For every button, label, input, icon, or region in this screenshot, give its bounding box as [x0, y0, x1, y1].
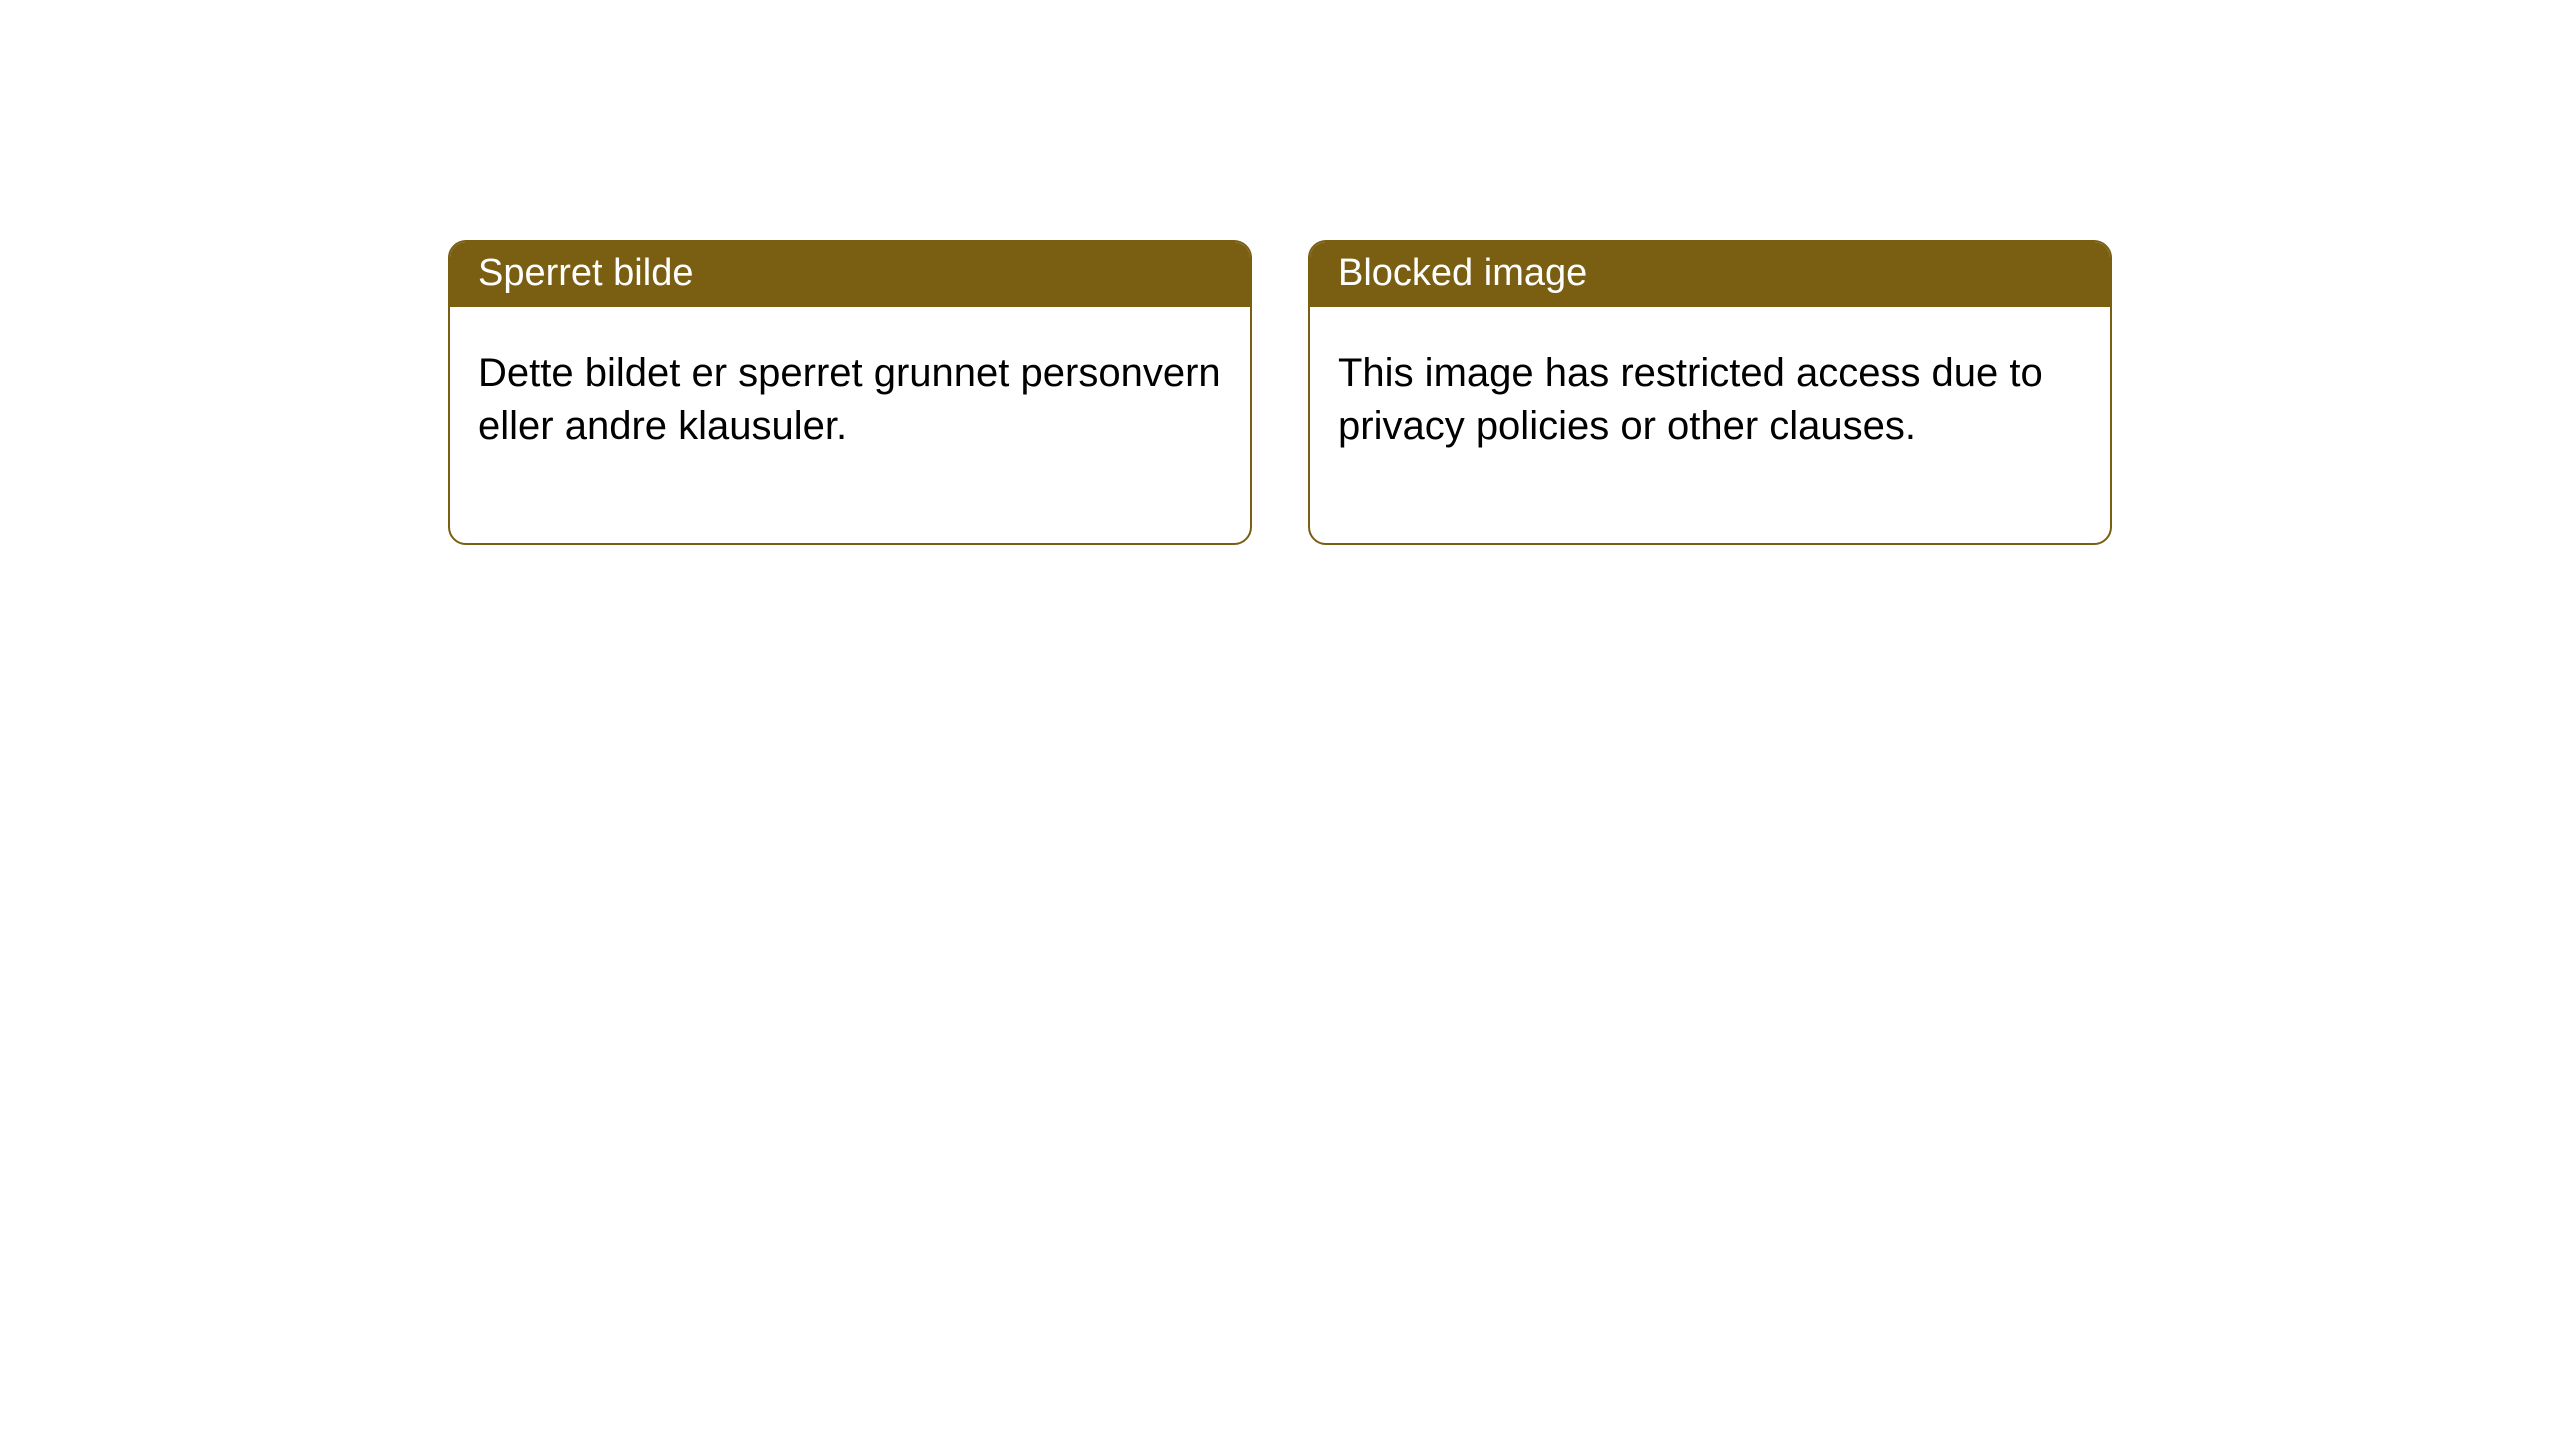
notice-body-text: This image has restricted access due to …: [1310, 307, 2110, 543]
notice-card-english: Blocked image This image has restricted …: [1308, 240, 2112, 545]
notice-body-text: Dette bildet er sperret grunnet personve…: [450, 307, 1250, 543]
notice-title: Sperret bilde: [450, 242, 1250, 307]
notice-title: Blocked image: [1310, 242, 2110, 307]
notice-card-norwegian: Sperret bilde Dette bildet er sperret gr…: [448, 240, 1252, 545]
notice-container: Sperret bilde Dette bildet er sperret gr…: [0, 0, 2560, 545]
